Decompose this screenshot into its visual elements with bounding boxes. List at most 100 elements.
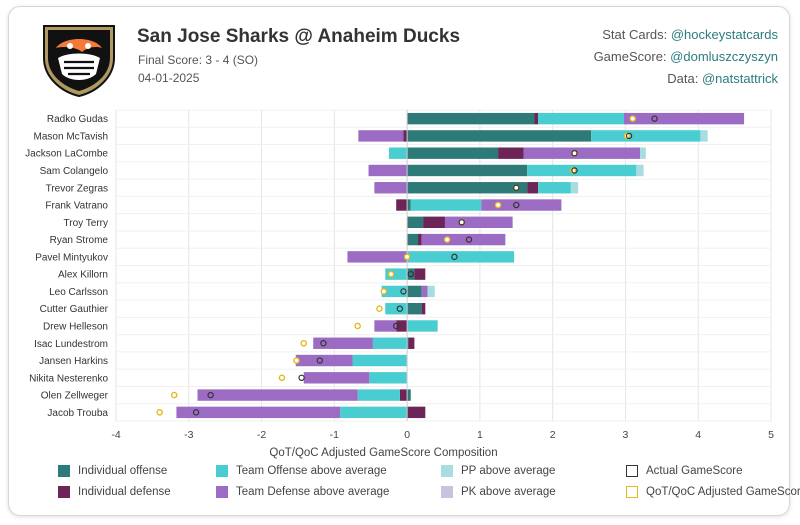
qot-adjusted-gamescore-marker (278, 374, 286, 382)
bar-individual-defense (534, 112, 539, 125)
anaheim-ducks-logo (43, 25, 115, 98)
credits: Stat Cards: @hockeystatcards GameScore: … (594, 24, 778, 90)
actual-gamescore-marker (407, 270, 414, 278)
actual-gamescore-marker (513, 201, 520, 209)
chart-title: San Jose Sharks @ Anaheim Ducks (137, 26, 461, 47)
legend-swatch (216, 486, 228, 498)
bar-team-offense (591, 130, 701, 142)
bar-team-defense (444, 216, 513, 229)
x-tick-label: 4 (695, 429, 701, 441)
x-tick-label: 5 (768, 429, 774, 441)
legend-item: Individual defense (58, 486, 171, 498)
bar-individual-defense (421, 302, 426, 315)
bar-individual-defense (498, 147, 524, 159)
legend-swatch (441, 486, 453, 498)
bar-team-defense (623, 112, 745, 125)
gamescore-link[interactable]: @domluszczyszyn (670, 49, 778, 64)
player-label: Jansen Harkins (39, 356, 108, 367)
bar-individual-offense (407, 268, 415, 280)
data-link[interactable]: @natstattrick (701, 71, 778, 86)
bar-individual-offense (407, 216, 424, 229)
legend-label: PP above average (461, 465, 556, 477)
bar-team-defense (374, 182, 408, 194)
actual-gamescore-marker (207, 391, 214, 399)
bar-team-defense (374, 320, 397, 332)
bar-team-defense (176, 406, 341, 419)
qot-adjusted-gamescore-marker (170, 391, 178, 399)
bar-individual-offense (407, 164, 528, 177)
bar-team-defense (523, 147, 640, 159)
x-tick-label: 0 (404, 429, 410, 441)
actual-gamescore-marker (651, 115, 658, 122)
bar-individual-defense (407, 406, 426, 419)
bar-team-offense (407, 251, 515, 263)
legend-item: Team Defense above average (216, 486, 389, 498)
x-axis-label: QoT/QoC Adjusted GameScore Composition (269, 447, 497, 459)
qot-adjusted-gamescore-marker (354, 322, 361, 330)
bar-individual-offense (407, 389, 411, 401)
bar-individual-offense (407, 302, 422, 315)
x-tick-label: -2 (257, 429, 266, 441)
bar-team-offense (538, 112, 624, 125)
actual-gamescore-marker (298, 374, 305, 382)
player-label: Sam Colangelo (40, 166, 109, 177)
legend-swatch (58, 465, 70, 477)
player-label: Nikita Nesterenko (29, 373, 108, 384)
actual-gamescore-marker (192, 409, 200, 416)
legend-swatch (626, 465, 638, 477)
credit-gamescore: GameScore: @domluszczyszyn (593, 49, 778, 64)
credit-stat-cards: Stat Cards: @hockeystatcards (602, 27, 778, 42)
bar-individual-defense (396, 199, 408, 211)
actual-gamescore-marker (625, 132, 633, 140)
bar-individual-defense (396, 320, 408, 332)
bar-team-defense (421, 285, 428, 298)
qot-adjusted-gamescore-marker (494, 201, 502, 209)
qot-adjusted-gamescore-marker (443, 236, 451, 243)
qot-adjusted-gamescore-marker (300, 339, 308, 347)
legend-item: PK above average (441, 486, 556, 498)
game-date: 04-01-2025 (138, 71, 200, 85)
legend-swatch (441, 465, 453, 477)
credit-data: Data: @natstattrick (667, 71, 778, 86)
actual-gamescore-marker (571, 167, 578, 174)
qot-adjusted-gamescore-marker (376, 305, 383, 312)
player-label: Pavel Mintyukov (35, 252, 108, 263)
legend-label: Individual defense (78, 486, 171, 498)
x-tick-label: -1 (330, 429, 339, 441)
bar-team-offense (340, 406, 408, 419)
bar-team-defense (313, 337, 373, 349)
qot-adjusted-gamescore-marker (403, 253, 411, 261)
actual-gamescore-marker (316, 357, 323, 364)
stat-cards-link[interactable]: @hockeystatcards (670, 27, 778, 42)
legend-swatch (58, 486, 70, 498)
legend-item: QoT/QoC Adjusted GameScore (626, 486, 800, 498)
bar-individual-offense (407, 233, 419, 246)
player-label: Drew Helleson (43, 321, 108, 332)
bar-team-offense (385, 302, 408, 315)
actual-gamescore-marker (465, 236, 473, 243)
qot-adjusted-gamescore-marker (387, 270, 395, 278)
bar-individual-offense (407, 112, 535, 125)
x-tick-label: -4 (111, 429, 120, 441)
actual-gamescore-marker (396, 305, 404, 312)
legend-item: Actual GameScore (626, 465, 743, 477)
qot-adjusted-gamescore-marker (380, 288, 388, 295)
x-tick-label: -3 (184, 429, 193, 441)
bar-team-offense (388, 147, 408, 159)
bar-pp (570, 182, 579, 194)
bar-individual-defense (403, 130, 408, 142)
bar-team-offense (538, 182, 571, 194)
bar-team-defense (421, 233, 506, 246)
bar-individual-defense (418, 233, 422, 246)
player-label: Mason McTavish (34, 131, 108, 142)
bar-team-defense (303, 372, 370, 384)
legend-label: PK above average (461, 486, 556, 498)
player-label: Olen Zellweger (41, 391, 109, 402)
player-label: Isac Lundestrom (34, 339, 108, 350)
player-label: Frank Vatrano (45, 201, 108, 212)
bar-team-defense (358, 130, 404, 142)
bar-individual-defense (527, 182, 539, 194)
bar-pp (636, 164, 644, 177)
bar-team-offense (372, 337, 408, 349)
